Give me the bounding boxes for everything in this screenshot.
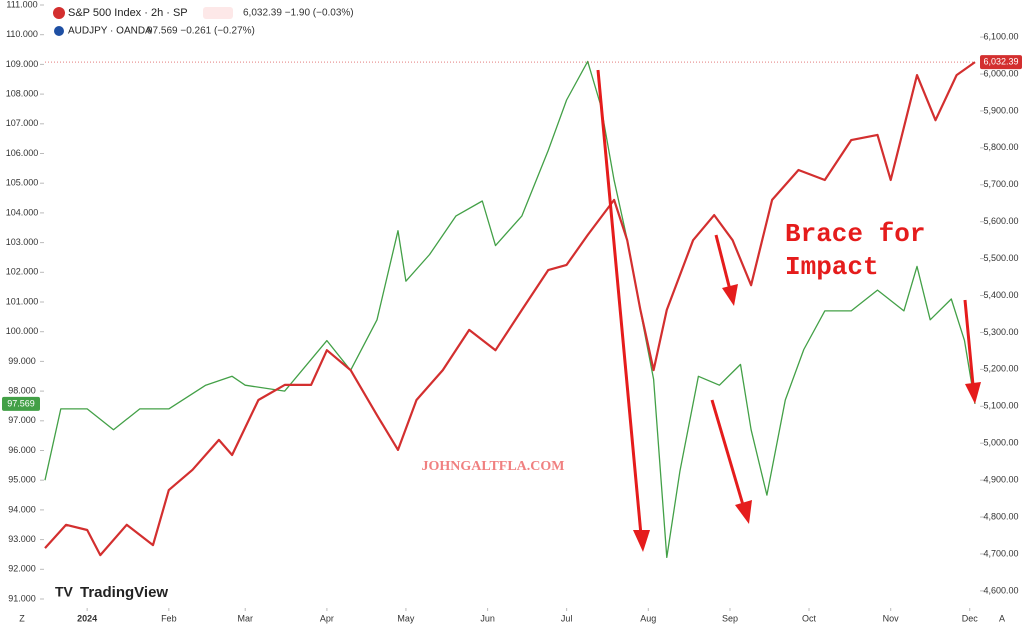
y-tick-label: 110.000: [6, 29, 38, 39]
legend-symbol: S&P 500 Index · 2h · SP: [68, 7, 188, 19]
y-tick-label: 100.000: [6, 326, 39, 336]
x-tick-label: 2024: [77, 613, 97, 623]
symbol-icon: [53, 7, 65, 19]
y2-tick-label: 5,900.00: [983, 105, 1018, 115]
y2-tick-label: 5,600.00: [983, 216, 1018, 226]
y-tick-label: 108.000: [6, 88, 39, 98]
x-tick-label: Nov: [883, 613, 900, 623]
y-tick-label: 92.000: [8, 564, 36, 574]
corner-label: A: [999, 613, 1005, 623]
y2-tick-label: 5,100.00: [983, 401, 1018, 411]
annotation: Impact: [785, 252, 879, 282]
y2-tick-label: 4,600.00: [983, 585, 1018, 595]
plot: 97.569 6,032.39: [2, 55, 1022, 559]
y-tick-label: 101.000: [6, 296, 39, 306]
watermark: JOHNGALTFLA.COM: [422, 459, 565, 474]
price-tag-label: 97.569: [7, 398, 35, 408]
y2-tick-label: 4,700.00: [983, 548, 1018, 558]
y2-tick-label: 6,100.00: [983, 31, 1018, 41]
x-tick-label: Feb: [161, 613, 177, 623]
arrows: [596, 69, 981, 552]
annotation: Brace for: [785, 219, 925, 249]
legend-quote: 97.569 −0.261 (−0.27%): [147, 26, 255, 37]
legend-symbol: AUDJPY · OANDA: [68, 26, 152, 37]
series-line: [44, 61, 976, 557]
arrow: [710, 399, 745, 506]
y-tick-label: 99.000: [8, 356, 36, 366]
y-tick-label: 96.000: [8, 445, 36, 455]
axes: 91.000 92.000 93.000 94.000 95.000 96.000 97.0…: [6, 0, 1019, 623]
x-tick-label: Sep: [722, 613, 738, 623]
y-tick-label: 109.000: [6, 59, 39, 69]
y-tick-label: 111.000: [6, 0, 37, 9]
y2-tick-label: 5,500.00: [983, 253, 1018, 263]
legend-quote: 6,032.39 −1.90 (−0.03%): [243, 8, 354, 19]
y2-tick-label: 6,000.00: [983, 68, 1018, 78]
y-tick-label: 94.000: [8, 504, 36, 514]
x-tick-label: Aug: [640, 613, 656, 623]
corner-label: Z: [19, 613, 25, 623]
y-tick-label: 97.000: [8, 415, 36, 425]
x-tick-label: Apr: [320, 613, 334, 623]
x-tick-label: May: [397, 613, 415, 623]
symbol-icon: [54, 26, 64, 36]
y2-tick-label: 5,700.00: [983, 179, 1018, 189]
y-tick-label: 104.000: [6, 207, 39, 217]
y-tick-label: 91.000: [8, 593, 36, 603]
y2-tick-label: 5,000.00: [983, 438, 1018, 448]
y2-tick-label: 4,900.00: [983, 475, 1018, 485]
arrow: [714, 234, 732, 291]
y-tick-label: 103.000: [6, 237, 39, 247]
arrow-head: [633, 530, 650, 552]
arrow: [596, 69, 643, 536]
y-tick-label: 98.000: [8, 385, 36, 395]
x-tick-label: Jun: [480, 613, 495, 623]
price-tag: [980, 55, 1022, 70]
x-tick-label: Oct: [802, 613, 817, 623]
y2-tick-label: 4,800.00: [983, 511, 1018, 521]
brand-logo: TV: [55, 584, 74, 600]
y2-tick-label: 5,200.00: [983, 364, 1018, 374]
y2-tick-label: 5,800.00: [983, 142, 1018, 152]
arrow-head: [722, 284, 738, 306]
arrow-head: [735, 500, 752, 524]
y-tick-label: 105.000: [6, 178, 39, 188]
price-tag-label: 6,032.39: [983, 56, 1018, 66]
x-tick-label: Jul: [561, 613, 573, 623]
x-tick-label: Mar: [237, 613, 253, 623]
compare-badge: [203, 7, 233, 19]
y-tick-label: 102.000: [6, 267, 39, 277]
y2-tick-label: 5,400.00: [983, 290, 1018, 300]
price-tag: [2, 396, 40, 411]
y2-tick-label: 5,300.00: [983, 327, 1018, 337]
series-line: [44, 60, 976, 559]
brand: TradingView: [80, 584, 168, 601]
y-tick-label: 107.000: [6, 118, 39, 128]
x-tick-label: Dec: [962, 613, 979, 623]
y-tick-label: 95.000: [8, 475, 36, 485]
y-tick-label: 93.000: [8, 534, 36, 544]
arrow-head: [965, 382, 981, 404]
arrow: [963, 299, 975, 386]
y-tick-label: 106.000: [6, 148, 39, 158]
